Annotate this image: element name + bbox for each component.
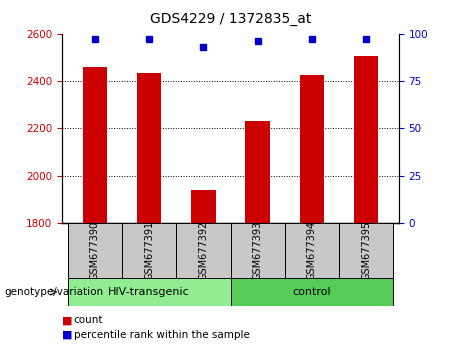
Bar — [300, 75, 324, 223]
Text: percentile rank within the sample: percentile rank within the sample — [74, 330, 250, 339]
Text: control: control — [293, 287, 331, 297]
Text: GDS4229 / 1372835_at: GDS4229 / 1372835_at — [150, 12, 311, 27]
Bar — [285, 223, 339, 278]
Bar — [230, 278, 393, 306]
Bar — [68, 278, 230, 306]
Bar — [245, 121, 270, 223]
Text: GSM677390: GSM677390 — [90, 221, 100, 280]
Text: count: count — [74, 315, 103, 325]
Bar — [122, 223, 176, 278]
Text: HIV-transgenic: HIV-transgenic — [108, 287, 190, 297]
Bar — [176, 223, 230, 278]
Bar — [339, 223, 393, 278]
Text: GSM677391: GSM677391 — [144, 221, 154, 280]
Bar — [230, 223, 285, 278]
Bar — [191, 190, 216, 223]
Text: GSM677394: GSM677394 — [307, 221, 317, 280]
Text: GSM677395: GSM677395 — [361, 221, 371, 280]
Text: ■: ■ — [62, 315, 73, 325]
Bar — [83, 67, 107, 223]
Bar — [137, 73, 161, 223]
Bar — [354, 56, 378, 223]
Text: GSM677393: GSM677393 — [253, 221, 263, 280]
Bar — [68, 223, 122, 278]
Text: genotype/variation: genotype/variation — [5, 287, 104, 297]
Text: GSM677392: GSM677392 — [198, 221, 208, 280]
Text: ■: ■ — [62, 330, 73, 339]
